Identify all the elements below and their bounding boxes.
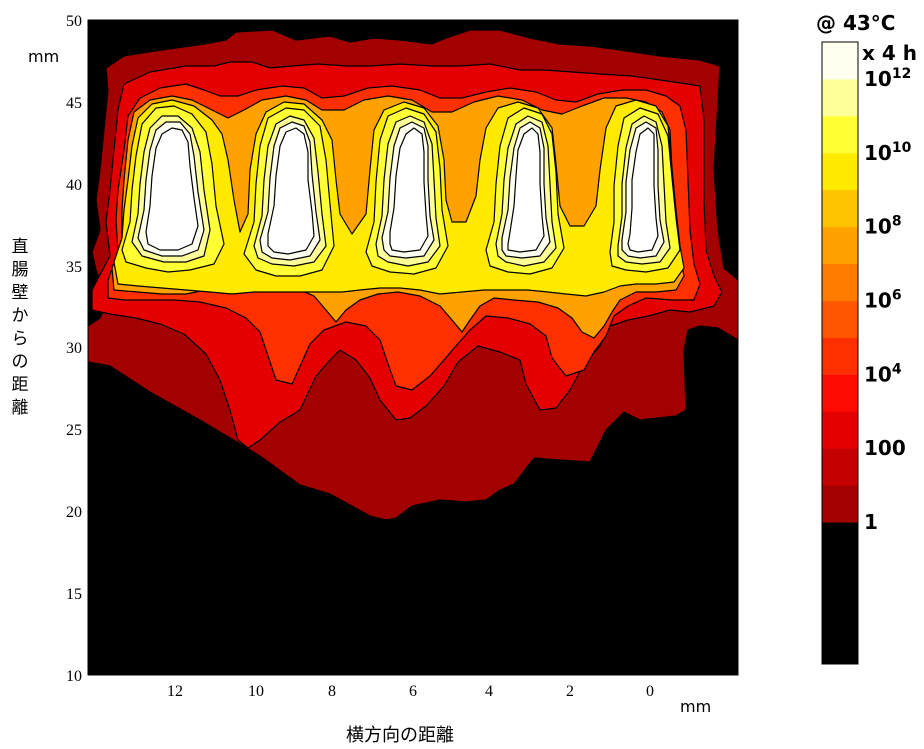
x-axis-ticks: 12 10 8 6 4 2 0: [167, 683, 654, 700]
y-tick-label: 30: [66, 340, 82, 357]
y-tick-label: 35: [66, 259, 82, 276]
colorbar-tick-label: 104: [864, 361, 902, 386]
x-tick-label: 2: [566, 683, 574, 700]
y-axis-label-char: 腸: [12, 260, 29, 280]
colorbar-tick-label: 108: [864, 214, 902, 239]
y-axis-label-char: 直: [12, 237, 29, 257]
x-axis-unit: mm: [680, 697, 711, 716]
y-tick-label: 15: [66, 586, 82, 603]
colorbar-band: [822, 448, 858, 486]
x-axis-label: 横方向の距離: [346, 725, 454, 746]
y-tick-label: 10: [66, 668, 82, 685]
colorbar-bands: [822, 42, 858, 665]
colorbar-tick-label: 100: [864, 436, 906, 460]
y-tick-label: 40: [66, 177, 82, 194]
colorbar-band: [822, 189, 858, 228]
colorbar-header: @ 43°C: [816, 11, 895, 35]
colorbar-band: [822, 485, 858, 523]
colorbar-frame: [821, 41, 859, 665]
x-tick-label: 0: [646, 683, 654, 700]
y-axis-ticks: 50 45 40 35 30 25 20 15 10: [66, 13, 82, 685]
colorbar-tick-label: 106: [864, 287, 902, 312]
colorbar-band: [822, 337, 858, 375]
plot-frame: [87, 19, 739, 676]
colorbar-band: [822, 522, 858, 665]
contour-regions: [88, 29, 738, 521]
colorbar-band: [822, 42, 858, 80]
x-tick-label: 12: [167, 683, 183, 700]
y-axis-label-char: ら: [12, 329, 29, 349]
colorbar-band: [822, 152, 858, 191]
colorbar-band: [822, 226, 858, 265]
x-tick-label: 6: [409, 683, 417, 700]
y-axis-label-char: か: [12, 306, 29, 326]
y-axis-unit: mm: [28, 47, 59, 66]
y-tick-label: 25: [66, 422, 82, 439]
x-tick-label: 8: [328, 683, 336, 700]
colorbar-tick-label: 1: [864, 510, 878, 534]
colorbar-band: [822, 374, 858, 412]
colorbar: @ 43°C x 4 h 1012 1010 108 106 104 100 1: [816, 11, 917, 665]
colorbar-band: [822, 78, 858, 117]
x-tick-label: 10: [248, 683, 264, 700]
y-axis-label-char: 壁: [12, 283, 29, 303]
y-axis-label-char: の: [12, 352, 29, 372]
colorbar-band: [822, 115, 858, 154]
y-tick-label: 50: [66, 13, 82, 30]
colorbar-tick-label: 1012: [864, 66, 911, 91]
colorbar-band: [822, 300, 858, 338]
y-tick-label: 20: [66, 504, 82, 521]
y-axis-label-char: 距: [12, 375, 29, 395]
colorbar-tick-labels: 1012 1010 108 106 104 100 1: [864, 66, 912, 534]
y-axis-label-char: 離: [12, 398, 29, 418]
x-tick-label: 4: [485, 683, 493, 700]
y-tick-label: 45: [66, 95, 82, 112]
colorbar-band: [822, 263, 858, 301]
colorbar-tick-label: 1010: [864, 140, 912, 165]
colorbar-band: [822, 411, 858, 449]
colorbar-subheader: x 4 h: [862, 41, 917, 65]
contour-level-9: [145, 127, 659, 255]
